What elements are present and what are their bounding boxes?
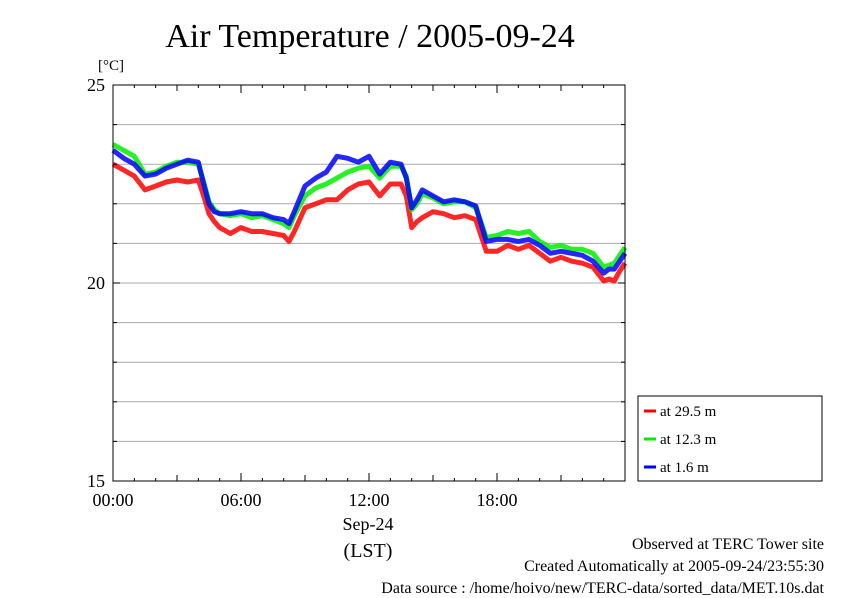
x-axis: 00:00 06:00 12:00 18:00 [92, 85, 626, 510]
x-axis-label: (LST) [344, 540, 393, 562]
legend: at 29.5 m at 12.3 m at 1.6 m [637, 395, 823, 482]
y-tick-label: 15 [87, 471, 105, 491]
x-tick-label: 06:00 [220, 490, 261, 510]
legend-box [637, 395, 823, 482]
y-tick-label: 25 [87, 75, 105, 95]
x-tick-label: 00:00 [92, 490, 133, 510]
legend-label: at 1.6 m [660, 460, 709, 476]
footer-source: Data source : /home/hoivo/new/TERC-data/… [381, 580, 824, 597]
footer-observed: Observed at TERC Tower site [631, 536, 824, 553]
x-tick-label: 12:00 [348, 490, 389, 510]
footer-created: Created Automatically at 2005-09-24/23:5… [524, 558, 824, 575]
x-tick-label: 18:00 [476, 490, 517, 510]
chart-title: Air Temperature / 2005-09-24 [165, 18, 575, 55]
series-layer [111, 142, 628, 284]
legend-label: at 29.5 m [660, 404, 717, 420]
series-line-2 [111, 148, 628, 276]
y-tick-label: 20 [87, 273, 105, 293]
gridlines [113, 124, 625, 442]
x-date-label: Sep-24 [343, 514, 394, 534]
series-line-0 [111, 162, 628, 284]
legend-label: at 12.3 m [660, 432, 717, 448]
y-axis: 15 20 25 [87, 75, 625, 491]
y-unit-label: [°C] [98, 58, 124, 74]
